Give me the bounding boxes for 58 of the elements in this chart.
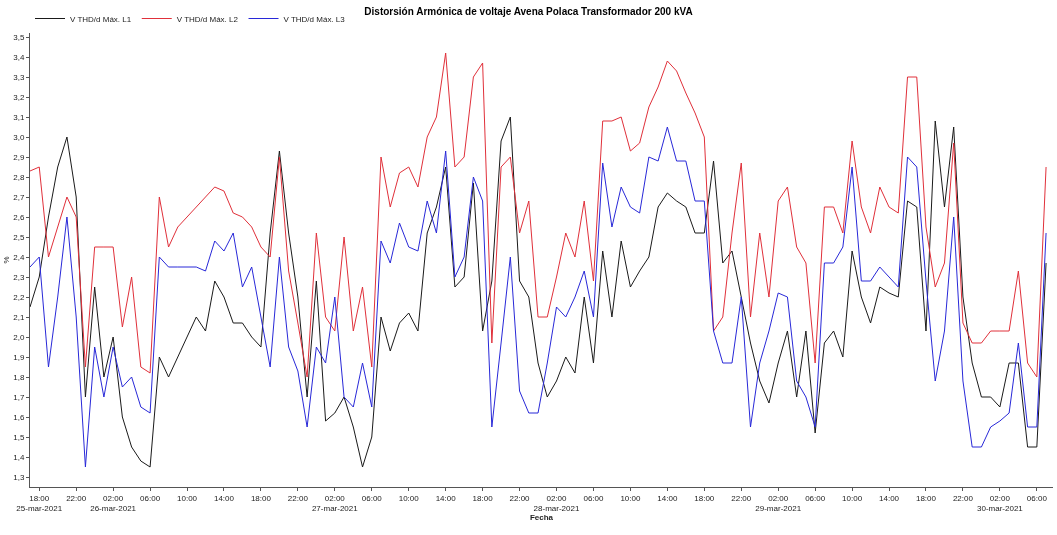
y-tick-label: 1,8 [13,372,25,382]
y-tick-label: 1,5 [13,432,25,442]
y-tick-label: 3,1 [13,112,25,122]
x-tick-label: 10:00 [177,493,198,503]
y-tick-label: 2,4 [13,252,25,262]
x-tick-label: 18:00 [694,493,715,503]
y-tick-label: 1,3 [13,472,25,482]
line-series [30,52,1047,378]
x-tick-label: 02:00 28-mar-2021 [533,493,580,513]
y-tick-label: 3,5 [13,32,25,42]
y-tick-label: 2,9 [13,152,25,162]
y-tick-label: 2,7 [13,192,25,202]
y-tick-label: 2,6 [13,212,25,222]
x-tick-label: 06:00 [583,493,605,503]
y-tick-label: 2,5 [13,232,25,242]
x-tick-label: 18:00 25-mar-2021 [16,493,63,513]
legend-label: V THD/d Máx. L2 [176,14,239,24]
x-tick-label: 14:00 [657,493,678,503]
x-tick-label: 18:00 [250,493,272,503]
y-axis-title: % [1,256,11,264]
y-tick-label: 2,8 [13,172,25,182]
x-tick-label: 22:00 [731,493,752,503]
x-tick-label: 22:00 [287,493,309,503]
x-tick-label: 18:00 [915,493,937,503]
y-tick-label: 2,3 [13,272,25,282]
x-tick-label: 14:00 [435,493,457,503]
x-tick-label: 06:00 [361,493,383,503]
legend-label: V THD/d Máx. L3 [283,14,346,24]
x-tick-label: 10:00 [842,493,863,503]
x-tick-label: 06:00 [805,493,826,503]
x-axis-title: Fecha [529,513,554,523]
x-tick-label: 06:00 [140,493,161,503]
x-tick-label: 10:00 [398,493,420,503]
y-tick-label: 3,2 [13,92,25,102]
y-tick-label: 2,1 [13,312,25,322]
x-tick-label: 10:00 [620,493,641,503]
x-tick-label: 14:00 [213,493,235,503]
y-tick-label: 1,6 [13,412,25,422]
x-tick-label: 02:00 26-mar-2021 [90,493,137,513]
x-tick-label: 22:00 [509,493,531,503]
y-tick-label: 3,3 [13,72,25,82]
x-tick-label: 18:00 [472,493,494,503]
x-tick-label: 02:00 30-mar-2021 [976,493,1024,513]
y-tick-label: 2,0 [13,332,25,342]
x-tick-label: 02:00 27-mar-2021 [311,493,359,513]
x-tick-label: 22:00 [66,493,87,503]
y-tick-label: 2,2 [13,292,25,302]
y-tick-label: 3,0 [13,132,25,142]
x-tick-label: 22:00 [952,493,974,503]
y-tick-label: 3,4 [13,52,25,62]
y-tick-label: 1,4 [13,452,25,462]
x-tick-label: 06:00 [1026,493,1048,503]
x-tick-label: 14:00 [879,493,900,503]
y-tick-label: 1,7 [13,392,25,402]
legend-label: V THD/d Máx. L1 [70,14,132,24]
chart-title: Distorsión Armónica de voltaje Avena Polaca Transformador 200 kVA [364,6,693,18]
y-tick-label: 1,9 [13,352,25,362]
x-tick-label: 02:00 29-mar-2021 [755,493,802,513]
